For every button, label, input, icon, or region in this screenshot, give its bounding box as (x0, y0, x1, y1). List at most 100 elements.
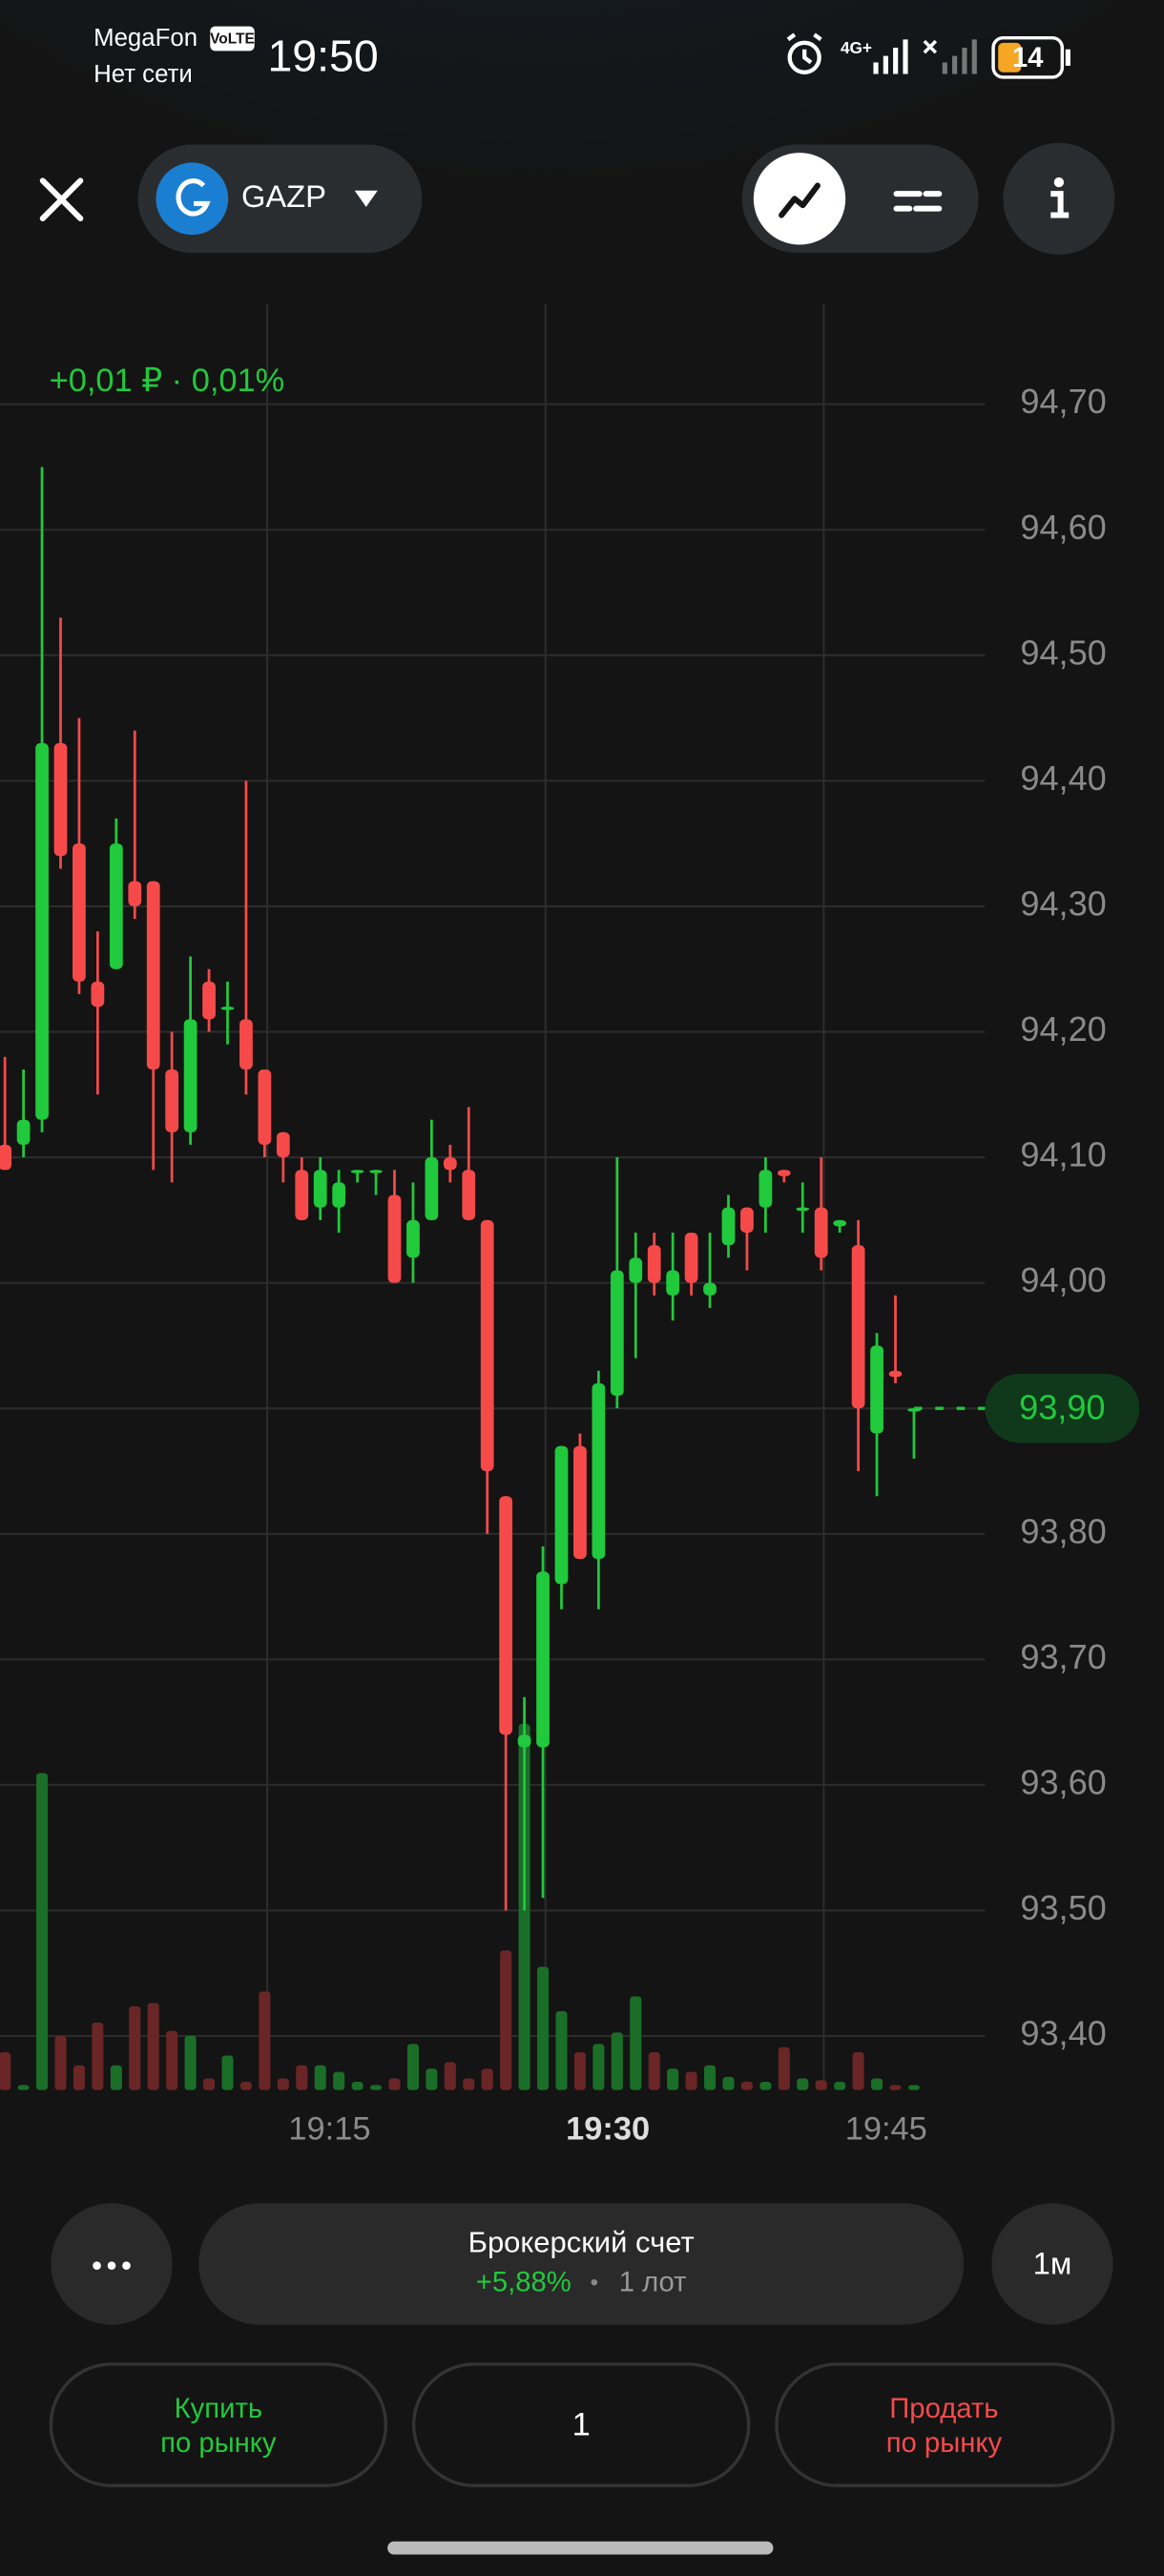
ticker-selector[interactable]: GAZP (137, 144, 423, 254)
account-return: +5,88% (476, 2267, 572, 2297)
volume-bar (388, 2078, 401, 2090)
info-dot (1053, 177, 1065, 188)
battery-level (998, 42, 1022, 73)
volume-bar (740, 2081, 753, 2090)
orderbook-view-button[interactable] (893, 191, 943, 212)
info-button[interactable] (1003, 142, 1115, 255)
close-icon (39, 177, 84, 221)
buy-button[interactable]: Купить по рынку (49, 2362, 388, 2487)
more-button[interactable] (51, 2203, 173, 2325)
dot (107, 2261, 116, 2270)
line-icon (779, 182, 821, 218)
volume-bar (166, 2030, 178, 2090)
price-change: +0,01 ₽ · 0,01% (50, 363, 285, 399)
y-tick-label: 93,80 (1020, 1511, 1106, 1550)
sell-label: Продать (889, 2394, 998, 2424)
y-tick-label: 94,30 (1020, 883, 1106, 923)
candle-body (777, 1170, 791, 1176)
alarm-circle (787, 40, 821, 74)
network: Нет сети (94, 61, 193, 88)
bar (952, 55, 958, 74)
candle-body (73, 843, 86, 982)
volume-bar (203, 2078, 216, 2090)
candle-body (332, 1182, 346, 1208)
candle-body (16, 1119, 31, 1145)
bar (893, 47, 899, 74)
candle-body (610, 1270, 624, 1397)
quantity: 1 (572, 2406, 591, 2442)
x-tick-label: 19:30 (566, 2111, 650, 2148)
candle-body (888, 1370, 903, 1378)
y-tick-label: 94,60 (1020, 508, 1106, 547)
volume-bar (221, 2055, 234, 2090)
candle-body (833, 1219, 847, 1227)
bar (903, 39, 908, 74)
dropdown-arrow (354, 190, 378, 207)
quantity-field[interactable]: 1 (411, 2362, 751, 2487)
candle-body (629, 1257, 643, 1283)
volume-bar (92, 2023, 104, 2090)
volume-bar (573, 2052, 586, 2090)
volume-bar (704, 2065, 717, 2090)
y-tick-label: 93,60 (1020, 1762, 1106, 1801)
volume-bar (314, 2065, 326, 2090)
candle-body (146, 881, 160, 1070)
candle-body (851, 1245, 865, 1409)
interval-circle (991, 2203, 1113, 2325)
volume-bar (630, 1996, 642, 2090)
volume-bar (611, 2032, 623, 2090)
candle-body (220, 1007, 235, 1010)
candle-body (480, 1219, 494, 1471)
volume-bar (797, 2078, 809, 2090)
volume-bar (259, 1991, 271, 2090)
volume-bar (537, 1966, 550, 2090)
carrier: MegaFon (94, 25, 197, 52)
info-stem (1050, 191, 1070, 218)
bar (942, 62, 947, 74)
candle-body (759, 1170, 773, 1208)
y-tick-label: 93,40 (1020, 2014, 1106, 2053)
bar (883, 55, 888, 74)
volume-bar (129, 2005, 141, 2090)
volume-bar (815, 2080, 827, 2090)
candle-body (165, 1069, 179, 1132)
y-tick-label: 94,40 (1020, 758, 1106, 798)
y-tick-label: 94,20 (1020, 1009, 1106, 1049)
volume-bar (759, 2081, 772, 2090)
volume-bar (648, 2052, 660, 2090)
candle-body (369, 1170, 383, 1174)
no-signal-x (923, 39, 938, 54)
battery-percent: 14 (1012, 43, 1044, 73)
sell-button[interactable]: Продать по рынку (775, 2362, 1115, 2487)
close-button[interactable] (39, 177, 84, 221)
alarm-hands (786, 32, 822, 65)
interval: 1м (1033, 2245, 1072, 2280)
candle-body (91, 981, 105, 1008)
candle-body (573, 1445, 587, 1560)
battery (991, 35, 1065, 79)
bar (971, 39, 977, 74)
volume-bar (889, 2085, 902, 2090)
candle-body (684, 1232, 698, 1283)
candle-body (239, 1019, 253, 1070)
candle-body (592, 1382, 606, 1560)
volume-bar (592, 2044, 605, 2090)
volume-bar (555, 2010, 568, 2090)
clock: 19:50 (267, 31, 378, 80)
home-indicator (387, 2541, 774, 2555)
ticker-logo (156, 162, 229, 236)
dash-icon (893, 191, 943, 212)
volte: VoLTE (210, 31, 255, 47)
volume-bar (444, 2062, 456, 2090)
buy-label: Купить (175, 2394, 262, 2424)
sell-label: по рынку (886, 2428, 1003, 2459)
dot (93, 2261, 101, 2270)
candle-view-button[interactable] (753, 153, 846, 245)
signal-type: 4G+ (841, 38, 872, 57)
y-tick-label: 94,70 (1020, 382, 1106, 421)
account-selector[interactable]: Брокерский счет +5,88% • 1 лот (198, 2203, 965, 2325)
signal-bars-2 (942, 39, 977, 74)
candle-body (721, 1207, 736, 1246)
interval-button[interactable]: 1м (991, 2203, 1113, 2325)
